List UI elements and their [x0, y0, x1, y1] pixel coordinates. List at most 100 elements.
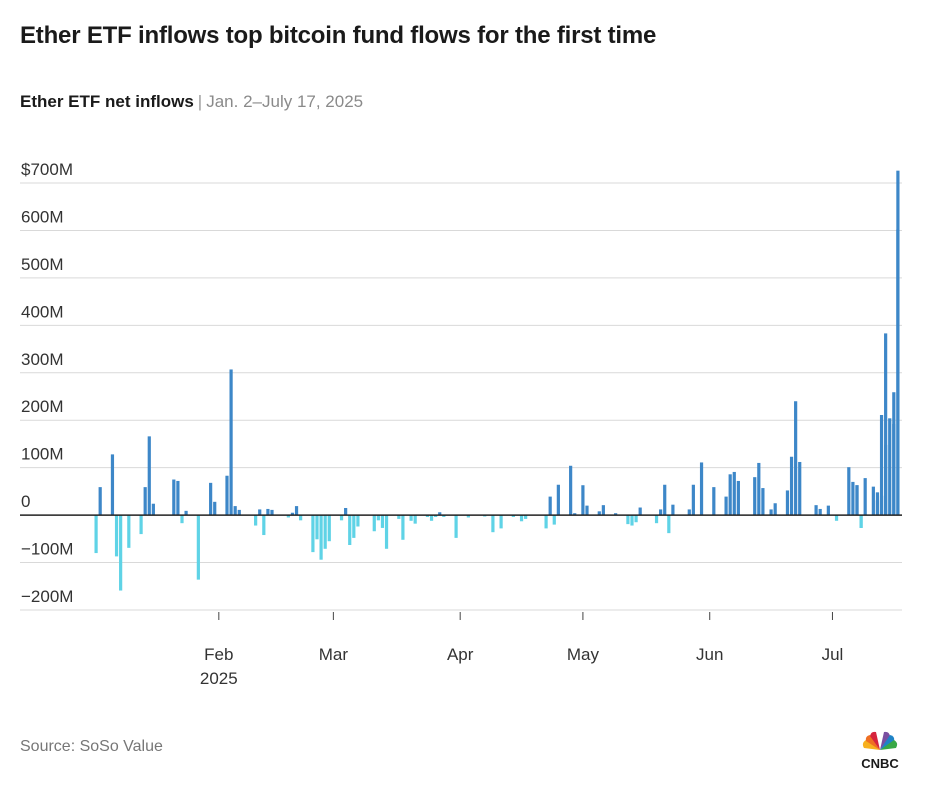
bar: [229, 369, 233, 516]
bar: [847, 467, 851, 516]
bar: [311, 515, 315, 553]
chart-subtitle: Ether ETF net inflows | Jan. 2–July 17, 20…: [20, 92, 363, 112]
y-tick-label: 0: [21, 492, 30, 511]
bar: [573, 513, 577, 516]
y-tick-label: 600M: [21, 207, 64, 226]
subtitle-date-range: Jan. 2–July 17, 2025: [206, 92, 364, 111]
bar: [736, 480, 740, 516]
bar: [413, 515, 417, 524]
bar: [262, 515, 266, 536]
bar: [724, 496, 728, 516]
bar: [691, 484, 695, 516]
bar: [454, 515, 458, 538]
x-tick-label: Feb: [204, 645, 233, 664]
bar: [626, 515, 630, 525]
bar: [290, 512, 295, 516]
bar: [425, 515, 430, 518]
bar: [834, 515, 839, 521]
source-note: Source: SoSo Value: [20, 738, 163, 755]
bar: [315, 515, 319, 540]
y-tick-label: 200M: [21, 397, 64, 416]
bar: [196, 515, 200, 580]
bar: [176, 480, 180, 516]
bar: [732, 471, 736, 516]
bar: [818, 508, 822, 516]
bar: [429, 515, 434, 521]
bar: [789, 456, 794, 516]
bar: [888, 418, 892, 516]
bar: [511, 515, 515, 518]
cnbc-logo: CNBC: [861, 731, 899, 771]
bar: [327, 515, 331, 542]
bar: [761, 488, 765, 516]
bar: [601, 505, 605, 516]
bar: [663, 484, 667, 516]
x-tick-sublabel: 2025: [200, 669, 238, 688]
bar: [769, 509, 773, 516]
subtitle-metric: Ether ETF net inflows: [20, 92, 194, 111]
bar: [798, 461, 802, 516]
bar: [184, 510, 188, 516]
bar: [151, 503, 155, 516]
bar: [585, 505, 589, 516]
bar: [630, 515, 634, 526]
bar: [466, 515, 470, 518]
y-tick-label: 400M: [21, 302, 64, 321]
bar: [339, 515, 344, 521]
x-tick-label: Jul: [822, 645, 844, 664]
bar: [352, 515, 356, 538]
bar: [258, 509, 262, 516]
bar: [548, 496, 552, 516]
y-tick-label: −200M: [21, 587, 73, 606]
bar: [638, 507, 642, 516]
bar: [556, 484, 560, 516]
bar: [814, 505, 818, 516]
bar: [143, 487, 147, 516]
bar: [114, 515, 119, 557]
bar: [401, 515, 405, 540]
bar: [896, 229, 900, 516]
bar: [544, 515, 548, 529]
bar: [254, 515, 258, 526]
bar: [524, 515, 528, 519]
bar: [438, 512, 442, 516]
bar: [233, 506, 237, 516]
bar: [728, 474, 732, 516]
bar: [581, 485, 585, 516]
x-tick-label: Jun: [696, 645, 723, 664]
bar: [794, 401, 798, 516]
subtitle-separator: |: [197, 92, 203, 111]
bar: [110, 454, 115, 516]
x-tick-label: Apr: [447, 645, 474, 664]
bar: [851, 481, 855, 516]
bar: [372, 515, 376, 532]
bar: [773, 503, 777, 516]
bar: [671, 504, 675, 516]
bar: [319, 515, 323, 560]
bar: [139, 515, 143, 535]
bar: [397, 515, 401, 519]
bar: [213, 501, 217, 516]
bar: [753, 477, 757, 516]
bar: [855, 485, 859, 516]
bar: [147, 436, 151, 516]
bar: [871, 486, 875, 516]
bar: [892, 424, 896, 516]
bar: [491, 515, 495, 533]
bar: [659, 509, 663, 516]
peacock-icon: [862, 731, 898, 750]
bar: [442, 515, 446, 518]
bar: [380, 515, 385, 528]
bar: [98, 487, 102, 516]
bar: [654, 515, 659, 524]
bar: [209, 482, 213, 516]
bar: [409, 515, 413, 521]
bar: [667, 515, 671, 534]
bar: [687, 509, 691, 516]
bar: [344, 507, 348, 516]
bar: [499, 515, 503, 529]
bar: [384, 515, 389, 549]
bar: [270, 509, 274, 516]
bar: [266, 508, 270, 516]
y-tick-label: 500M: [21, 255, 64, 274]
